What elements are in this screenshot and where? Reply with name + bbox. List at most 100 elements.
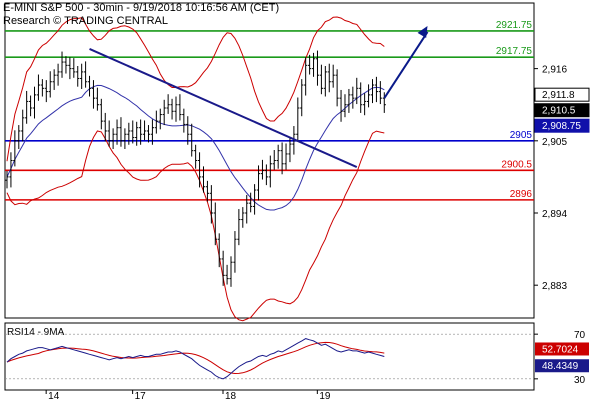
price-bar <box>201 166 206 193</box>
level-label: 2900.5 <box>501 159 532 170</box>
price-bar <box>190 123 194 157</box>
rsi-axis-label: 70 <box>574 330 586 341</box>
price-tag-label: 2,910.5 <box>542 106 576 117</box>
price-bars <box>5 50 386 287</box>
rsi-tag: 48.4349 <box>535 359 589 373</box>
price-bar <box>229 256 233 287</box>
price-bar <box>182 108 186 133</box>
price-bar <box>139 119 143 145</box>
price-tag-label: 2,911.8 <box>542 90 575 101</box>
price-bar <box>135 121 139 146</box>
price-bar <box>131 120 135 144</box>
price-bar <box>221 250 225 286</box>
price-axis-label: 2,905 <box>542 137 567 148</box>
price-bar <box>233 231 237 273</box>
price-bar <box>99 98 103 130</box>
price-bar <box>150 119 155 145</box>
price-tag: 2,910.5 <box>534 103 590 118</box>
price-bar <box>197 152 202 188</box>
price-bar <box>382 92 386 113</box>
price-bar <box>217 233 221 268</box>
bollinger-upper-line <box>6 16 385 162</box>
price-bar <box>154 110 158 134</box>
price-tag-box <box>534 103 590 118</box>
rsi-tag-label: 48.4349 <box>542 361 579 372</box>
rsi-panel: RSI14 - 9MA 30 70 52.7024 48.4349 <box>4 322 589 391</box>
price-bar <box>252 184 257 215</box>
price-bar <box>355 77 359 105</box>
price-bar <box>213 202 217 246</box>
price-bar <box>335 69 339 107</box>
time-axis-label: 14 <box>48 391 60 400</box>
price-bar <box>241 207 245 228</box>
price-bar <box>300 79 304 117</box>
price-bar <box>174 96 178 122</box>
price-bar <box>308 54 312 75</box>
price-bar <box>142 120 147 141</box>
price-bar <box>166 94 170 114</box>
price-bar <box>91 80 96 109</box>
rsi-panel-frame <box>4 322 535 391</box>
rsi-line <box>6 338 385 380</box>
price-bar <box>13 130 17 167</box>
price-bar <box>363 93 367 116</box>
price-bar <box>359 82 363 113</box>
level-label: 2905 <box>510 130 533 141</box>
bollinger-bands <box>6 16 385 322</box>
price-bar <box>194 144 198 169</box>
price-bar <box>249 192 253 213</box>
price-bar <box>264 164 268 186</box>
price-bar <box>146 125 151 143</box>
price-bar <box>52 69 56 90</box>
rsi-tag: 52.7024 <box>535 342 589 356</box>
price-panel <box>4 2 535 319</box>
price-bar <box>284 143 288 170</box>
rsi-axis-label: 30 <box>574 375 586 386</box>
price-bar <box>256 165 261 201</box>
bollinger-lower-line <box>6 130 385 322</box>
price-bar <box>272 150 276 170</box>
price-bar <box>56 63 60 86</box>
price-bar <box>366 84 371 108</box>
price-bar <box>103 112 107 142</box>
rsi-tag-box <box>535 342 589 356</box>
price-bar <box>162 99 166 126</box>
level-label: 2896 <box>510 189 533 200</box>
time-axis: 14 17 18 19 <box>45 390 331 400</box>
price-bar <box>17 125 21 150</box>
price-bar <box>76 66 80 87</box>
price-panel-frame <box>4 2 535 319</box>
price-bar <box>95 87 99 111</box>
price-bar <box>21 109 25 142</box>
price-bar <box>260 159 265 180</box>
price-bar <box>111 128 115 150</box>
price-tag: 2,908.75 <box>534 118 590 133</box>
price-bar <box>343 94 347 118</box>
price-bar <box>158 108 162 130</box>
price-tag-box <box>534 87 590 102</box>
chart-title: E-MINI S&P 500 - 30min - 9/19/2018 10:16… <box>3 2 280 14</box>
price-bar <box>288 138 292 163</box>
price-bar <box>370 79 375 104</box>
moving-average-line <box>6 84 385 211</box>
price-levels: 2921.75 2917.75 2905 2900.5 2896 <box>5 20 534 201</box>
chart-source: Research © TRADING CENTRAL <box>3 15 168 27</box>
price-bar <box>327 63 331 93</box>
level-label: 2921.75 <box>496 20 533 31</box>
rsi-ma-line <box>6 341 385 375</box>
price-bar <box>64 56 68 74</box>
price-bar <box>119 117 123 147</box>
price-bar <box>209 185 213 224</box>
price-bar <box>311 52 316 77</box>
price-bar <box>107 120 111 147</box>
price-bar <box>374 76 379 103</box>
price-bar <box>276 144 280 169</box>
price-axis: 2,883 2,894 2,905 2,916 2,911.8 2,910.5 2,908.… <box>534 65 590 292</box>
price-axis-label: 2,894 <box>542 209 567 220</box>
price-bar <box>170 98 174 120</box>
projection-arrow-line <box>383 31 429 99</box>
price-tag-label: 2,908.75 <box>542 121 581 132</box>
price-bar <box>280 142 284 175</box>
